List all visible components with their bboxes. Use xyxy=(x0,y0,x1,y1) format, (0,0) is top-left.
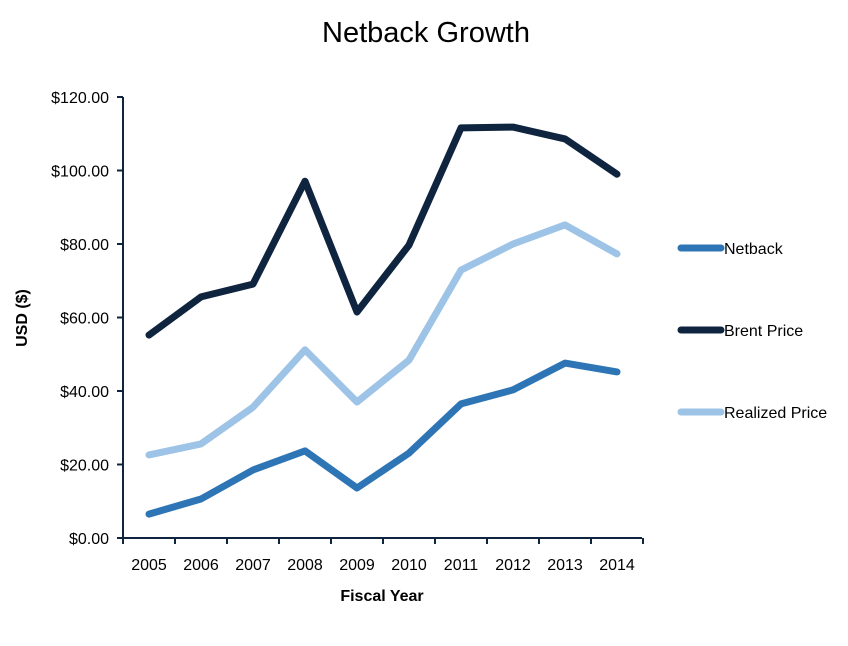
y-tick-label: $40.00 xyxy=(60,384,109,401)
x-axis: 2005 2006 2007 2008 2009 2010 2011 2012 2013 2014 xyxy=(117,537,644,574)
y-axis-title: USD ($) xyxy=(14,289,31,347)
x-tick-label: 2010 xyxy=(391,557,427,574)
y-tick-label: $20.00 xyxy=(60,458,109,475)
legend: Netback Brent Price Realized Price xyxy=(677,241,827,422)
x-tick-label: 2012 xyxy=(495,557,531,574)
x-tick-label: 2006 xyxy=(183,557,219,574)
x-tick-label: 2005 xyxy=(131,557,167,574)
y-tick-label: $100.00 xyxy=(51,164,109,181)
legend-item-netback: Netback xyxy=(677,241,784,258)
series-line-netback xyxy=(145,359,621,518)
series-line-brent-price xyxy=(145,123,621,339)
legend-label: Brent Price xyxy=(724,323,803,340)
y-tick-label: $60.00 xyxy=(60,311,109,328)
y-axis: $0.00 $20.00 $40.00 $60.00 $80.00 $100.00 $120… xyxy=(51,90,124,548)
x-tick-label: 2009 xyxy=(339,557,375,574)
x-axis-title: Fiscal Year xyxy=(340,588,423,605)
x-tick-label: 2007 xyxy=(235,557,271,574)
x-tick-label: 2011 xyxy=(444,557,479,574)
series-lines xyxy=(145,123,621,518)
legend-label: Netback xyxy=(724,241,784,258)
legend-label: Realized Price xyxy=(724,405,827,422)
y-tick-label: $0.00 xyxy=(69,531,109,548)
y-tick-label: $80.00 xyxy=(60,237,109,254)
x-tick-label: 2008 xyxy=(287,557,323,574)
x-tick-label: 2014 xyxy=(599,557,635,574)
legend-item-realized-price: Realized Price xyxy=(677,405,827,422)
chart-title: Netback Growth xyxy=(322,17,530,49)
y-tick-label: $120.00 xyxy=(51,90,109,107)
series-line-realized-price xyxy=(145,221,621,459)
legend-item-brent-price: Brent Price xyxy=(677,323,803,340)
x-tick-label: 2013 xyxy=(547,557,583,574)
